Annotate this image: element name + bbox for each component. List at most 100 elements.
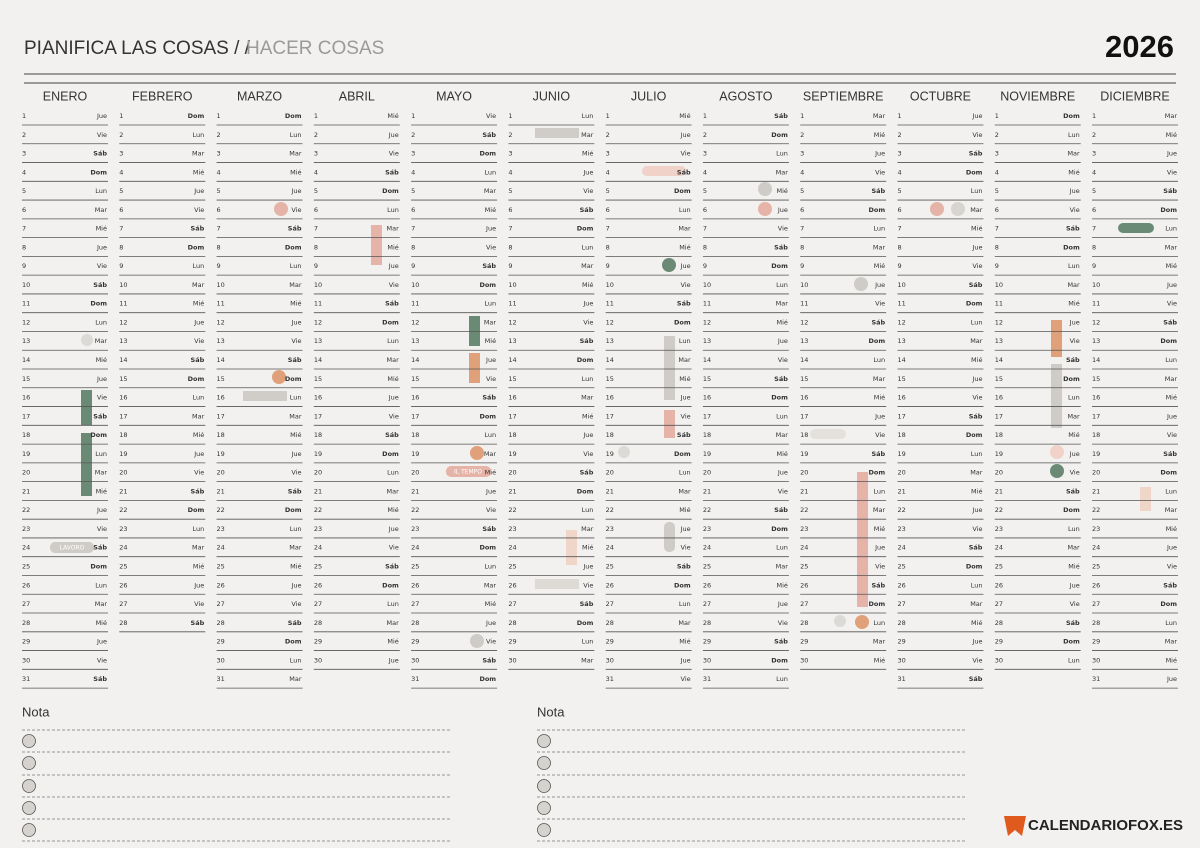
weekday: Mar (192, 281, 205, 289)
day-number: 1 (703, 112, 707, 120)
day-number: 29 (897, 638, 905, 646)
note-lines (22, 729, 965, 842)
weekday: Jue (193, 581, 204, 589)
day-number: 22 (314, 506, 322, 514)
weekday: Mié (776, 450, 787, 458)
day-number: 26 (606, 581, 614, 589)
weekday: Mié (679, 638, 690, 646)
day-number: 27 (508, 600, 516, 608)
day-number: 25 (800, 562, 808, 570)
day-number: 19 (995, 450, 1003, 458)
day-number: 30 (217, 656, 225, 664)
day-number: 23 (703, 525, 711, 533)
day-number: 1 (897, 112, 901, 120)
month-column: FEBRERO 1 Dom 2 Lun 3 Mar 4 Mié 5 Jue 6 Vie 7 Sáb 8 Dom 9… (119, 89, 206, 633)
day-number: 7 (119, 225, 123, 233)
day-number: 20 (703, 469, 711, 477)
weekday: Jue (680, 525, 691, 533)
sticker-dot (834, 615, 846, 627)
sticker-bar (469, 316, 480, 346)
month-name: AGOSTO (719, 89, 773, 103)
day-number: 9 (119, 262, 123, 270)
weekday: Mié (387, 638, 398, 646)
day-number: 30 (606, 656, 614, 664)
weekday: Dom (577, 487, 594, 495)
day-number: 17 (800, 412, 808, 420)
weekday: Jue (388, 394, 399, 402)
weekday: Sáb (774, 506, 788, 514)
day-number: 4 (703, 168, 707, 176)
weekday: Jue (874, 544, 885, 552)
day-number: 25 (217, 562, 225, 570)
day-number: 8 (897, 243, 901, 251)
day-number: 1 (217, 112, 221, 120)
weekday: Mar (387, 225, 400, 233)
weekday: Dom (1063, 375, 1080, 383)
weekday: Mié (874, 131, 885, 139)
day-number: 28 (606, 619, 614, 627)
day-number: 27 (995, 600, 1003, 608)
day-number: 9 (606, 262, 610, 270)
weekday: Sáb (580, 337, 594, 345)
weekday: Vie (97, 525, 107, 533)
weekday: Vie (389, 412, 399, 420)
day-number: 14 (800, 356, 808, 364)
day-number: 3 (995, 150, 999, 158)
weekday: Mié (1166, 525, 1177, 533)
weekday: Dom (1063, 243, 1080, 251)
note-title: Nota (22, 704, 50, 719)
weekday: Lun (290, 656, 302, 664)
weekday: Mié (582, 281, 593, 289)
day-number: 25 (1092, 562, 1100, 570)
month-column: MAYO 1 Vie 2 Sáb 3 Dom 4 Lun 5 Mar 6 Mié 7 Jue 8 Vie 9 Sáb… (411, 89, 498, 689)
month-column: AGOSTO 1 Sáb 2 Dom 3 Lun 4 Mar 5 Mié 6 Jue 7 Vie 8 Sáb 9 D… (702, 89, 789, 689)
day-number: 18 (411, 431, 419, 439)
weekday: Vie (194, 469, 204, 477)
weekday: Sáb (1163, 187, 1177, 195)
weekday: Vie (486, 638, 496, 646)
day-number: 17 (119, 412, 127, 420)
day-number: 26 (703, 581, 711, 589)
sticker-dot (758, 182, 772, 196)
weekday: Mar (484, 318, 497, 326)
day-number: 21 (22, 487, 30, 495)
month-name: MAYO (436, 89, 472, 103)
day-number: 30 (411, 656, 419, 664)
day-number: 16 (22, 394, 30, 402)
note-title: Nota (537, 704, 565, 719)
day-number: 15 (995, 375, 1003, 383)
weekday: Mar (387, 619, 400, 627)
day-number: 9 (995, 262, 999, 270)
weekday: Sáb (191, 225, 205, 233)
day-number: 26 (411, 581, 419, 589)
weekday: Lun (484, 168, 496, 176)
day-number: 1 (1092, 112, 1096, 120)
weekday: Dom (382, 318, 399, 326)
day-number: 11 (217, 300, 225, 308)
day-number: 29 (703, 638, 711, 646)
day-number: 20 (897, 469, 905, 477)
day-number: 28 (217, 619, 225, 627)
day-number: 21 (1092, 487, 1100, 495)
day-number: 11 (411, 300, 419, 308)
day-number: 22 (119, 506, 127, 514)
weekday: Lun (776, 412, 788, 420)
weekday: Lun (290, 131, 302, 139)
day-number: 14 (606, 356, 614, 364)
weekday: Dom (577, 356, 594, 364)
weekday: Mié (1068, 300, 1079, 308)
weekday: Dom (188, 243, 205, 251)
day-number: 28 (897, 619, 905, 627)
day-number: 3 (897, 150, 901, 158)
weekday: Jue (290, 318, 301, 326)
day-number: 6 (606, 206, 610, 214)
day-number: 20 (606, 469, 614, 477)
weekday: Vie (291, 337, 301, 345)
weekday: Mar (581, 656, 594, 664)
day-number: 17 (314, 412, 322, 420)
day-number: 2 (800, 131, 804, 139)
day-number: 1 (119, 112, 123, 120)
day-number: 29 (606, 638, 614, 646)
day-number: 13 (217, 337, 225, 345)
day-number: 8 (119, 243, 123, 251)
